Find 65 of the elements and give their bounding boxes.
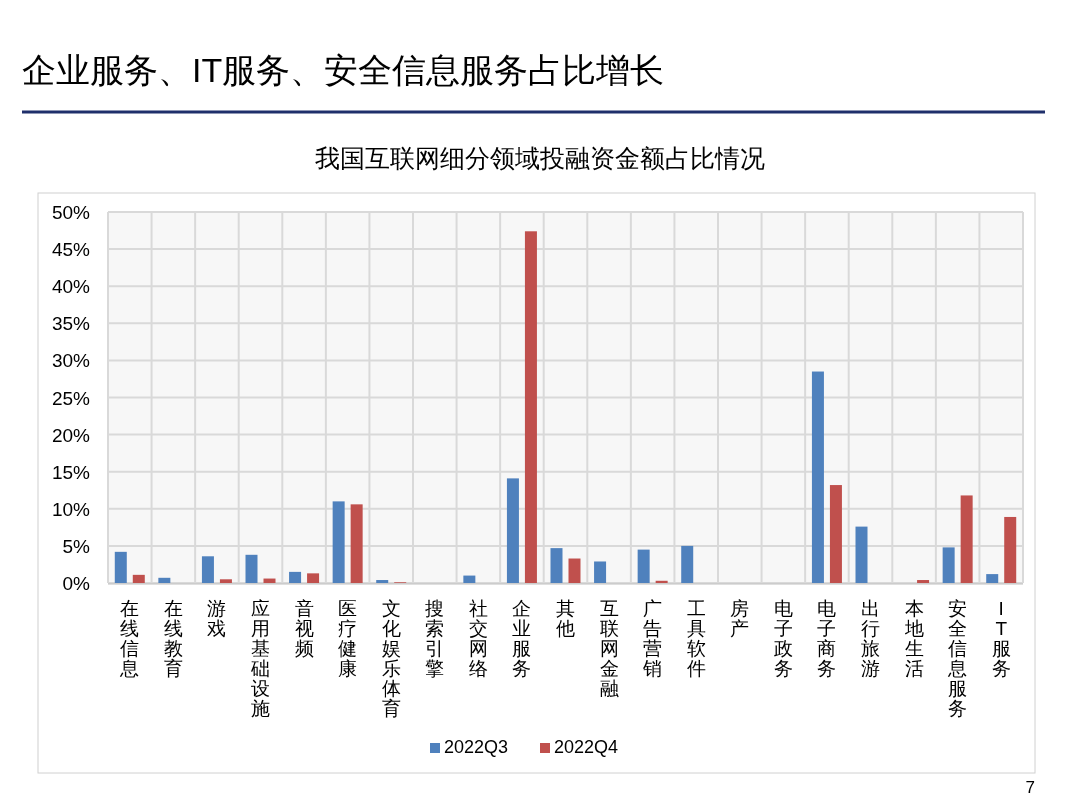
y-tick-label: 30% [51, 350, 91, 372]
x-tick-label: 搜索引擎 [425, 598, 445, 679]
x-tick-label: 医疗健康 [338, 598, 358, 679]
bar [463, 575, 476, 583]
legend-label: 2022Q3 [444, 737, 509, 757]
bar [829, 485, 842, 583]
bar [201, 556, 214, 583]
bar [568, 558, 581, 583]
bar [594, 561, 607, 583]
y-tick-label: 5% [62, 535, 91, 557]
y-tick-label: 10% [51, 498, 91, 520]
bar [245, 554, 258, 583]
bar [350, 504, 363, 583]
x-tick-label: 企业服务 [512, 598, 532, 679]
text: 企业服务、IT服务、安全信息服务占比增长 [22, 51, 665, 89]
bar [307, 573, 320, 583]
bar [1004, 516, 1017, 583]
bar [376, 580, 389, 583]
bar [263, 578, 276, 583]
x-tick-label: 音视频 [294, 598, 314, 659]
bar [960, 495, 973, 583]
x-tick-label: 应用基础设施 [250, 598, 270, 719]
bar [506, 478, 519, 583]
bar [681, 545, 694, 583]
x-tick-label: 文化娱乐体育 [381, 598, 401, 719]
x-tick-label: 广告营销 [642, 598, 663, 679]
bar [114, 551, 127, 583]
bar [132, 574, 145, 583]
x-tick-label: 互联网金融 [599, 598, 619, 699]
x-tick-label: 在线信息 [119, 598, 140, 679]
bar [332, 501, 345, 583]
y-tick-label: 0% [62, 573, 91, 594]
bar [855, 526, 868, 583]
x-tick-label: 电子政务 [773, 598, 793, 679]
y-tick-label: 40% [51, 276, 91, 298]
text: 7 [1025, 778, 1035, 797]
x-tick-label: 房产 [730, 598, 750, 639]
bar [986, 574, 999, 583]
bar [158, 577, 171, 583]
x-tick-label: 出行旅游 [861, 598, 880, 679]
bar [917, 580, 930, 583]
y-tick-label: 45% [51, 239, 91, 261]
bar [550, 548, 563, 583]
y-tick-label: 35% [51, 313, 91, 335]
y-tick-label: 25% [51, 387, 91, 409]
bar [219, 579, 232, 583]
bar [289, 571, 302, 583]
x-tick-label: 在线教育 [163, 598, 183, 679]
chart-title: 我国互联网细分领域投融资金额占比情况 [315, 144, 765, 172]
x-tick-label: IT服务 [991, 598, 1011, 679]
bar [942, 547, 955, 583]
bar [524, 231, 537, 583]
x-tick-label: 社交网络 [468, 598, 488, 679]
x-tick-label: 本地生活 [903, 598, 924, 679]
legend-label: 2022Q4 [554, 737, 619, 757]
x-tick-label: 电子商务 [817, 598, 837, 679]
y-tick-label: 20% [51, 424, 91, 446]
x-tick-label: 工具软件 [686, 598, 706, 679]
bar [637, 549, 650, 583]
x-tick-label: 安全信息服务 [947, 598, 968, 719]
y-tick-label: 15% [51, 461, 91, 483]
bar [811, 371, 824, 583]
x-tick-label: 游戏 [207, 598, 227, 639]
y-tick-label: 50% [51, 202, 91, 223]
x-tick-label: 其他 [556, 598, 575, 639]
